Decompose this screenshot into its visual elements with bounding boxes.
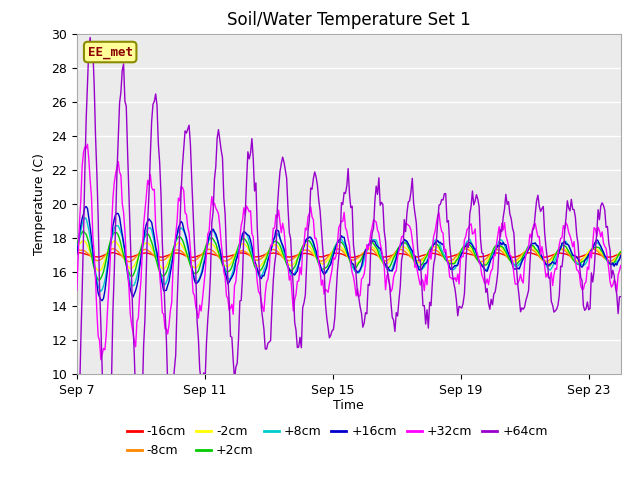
X-axis label: Time: Time — [333, 398, 364, 411]
+8cm — [474, 254, 482, 260]
-8cm — [617, 252, 625, 257]
+8cm — [97, 288, 105, 294]
-16cm — [73, 250, 81, 255]
+64cm — [86, 35, 94, 40]
+32cm — [73, 288, 81, 293]
-2cm — [239, 241, 246, 247]
-16cm — [617, 251, 625, 257]
+2cm — [617, 249, 625, 255]
+8cm — [458, 250, 465, 256]
-8cm — [376, 256, 384, 262]
-16cm — [376, 253, 384, 259]
+32cm — [97, 357, 105, 362]
+2cm — [458, 246, 465, 252]
+16cm — [617, 252, 625, 258]
+2cm — [79, 228, 87, 234]
-16cm — [472, 253, 480, 259]
+64cm — [73, 470, 81, 476]
Line: +32cm: +32cm — [77, 144, 621, 360]
-8cm — [456, 249, 464, 254]
-2cm — [257, 263, 265, 268]
+8cm — [257, 273, 265, 278]
Line: -16cm: -16cm — [77, 252, 621, 257]
Title: Soil/Water Temperature Set 1: Soil/Water Temperature Set 1 — [227, 11, 470, 29]
-8cm — [256, 256, 264, 262]
-8cm — [565, 252, 573, 257]
+8cm — [239, 233, 246, 239]
+64cm — [563, 198, 571, 204]
-8cm — [73, 247, 81, 252]
-2cm — [474, 256, 482, 262]
+32cm — [84, 141, 92, 147]
+32cm — [458, 253, 465, 259]
+64cm — [256, 276, 264, 282]
+2cm — [378, 257, 385, 263]
+16cm — [99, 298, 106, 303]
Text: EE_met: EE_met — [88, 46, 132, 59]
+32cm — [239, 217, 246, 223]
-2cm — [565, 249, 573, 255]
+16cm — [565, 242, 573, 248]
-8cm — [461, 246, 468, 252]
+8cm — [81, 215, 89, 220]
-16cm — [563, 252, 571, 258]
Line: +8cm: +8cm — [77, 217, 621, 291]
Line: -8cm: -8cm — [77, 249, 621, 262]
+8cm — [617, 253, 625, 259]
+8cm — [378, 255, 385, 261]
+16cm — [257, 276, 265, 282]
+2cm — [239, 236, 246, 241]
+2cm — [94, 277, 102, 283]
+2cm — [257, 267, 265, 273]
+8cm — [565, 242, 573, 248]
+32cm — [474, 252, 482, 258]
Y-axis label: Temperature (C): Temperature (C) — [33, 153, 45, 255]
+16cm — [73, 252, 81, 257]
+64cm — [456, 304, 464, 310]
Line: +64cm: +64cm — [77, 37, 621, 473]
+2cm — [474, 258, 482, 264]
+64cm — [472, 192, 480, 198]
Line: +16cm: +16cm — [77, 206, 621, 300]
+32cm — [565, 229, 573, 235]
+16cm — [458, 251, 465, 256]
-16cm — [456, 251, 464, 256]
-2cm — [73, 243, 81, 249]
Line: +2cm: +2cm — [77, 231, 621, 280]
-2cm — [96, 268, 104, 274]
+32cm — [378, 247, 385, 252]
+16cm — [378, 250, 385, 255]
-2cm — [378, 258, 385, 264]
+16cm — [83, 204, 90, 209]
-8cm — [125, 259, 132, 264]
+16cm — [474, 254, 482, 260]
-16cm — [236, 250, 244, 256]
-2cm — [79, 238, 87, 243]
+32cm — [617, 263, 625, 268]
-2cm — [458, 248, 465, 253]
-8cm — [237, 248, 245, 253]
Line: -2cm: -2cm — [77, 240, 621, 271]
+64cm — [237, 298, 245, 303]
-2cm — [617, 249, 625, 254]
+32cm — [257, 298, 265, 304]
+8cm — [73, 245, 81, 251]
+2cm — [73, 240, 81, 246]
-16cm — [348, 254, 356, 260]
-16cm — [255, 254, 262, 260]
+64cm — [617, 294, 625, 300]
+16cm — [239, 231, 246, 237]
+64cm — [376, 203, 384, 208]
-8cm — [474, 257, 482, 263]
+2cm — [565, 249, 573, 254]
Legend: -16cm, -8cm, -2cm, +2cm, +8cm, +16cm, +32cm, +64cm: -16cm, -8cm, -2cm, +2cm, +8cm, +16cm, +3… — [127, 425, 548, 457]
